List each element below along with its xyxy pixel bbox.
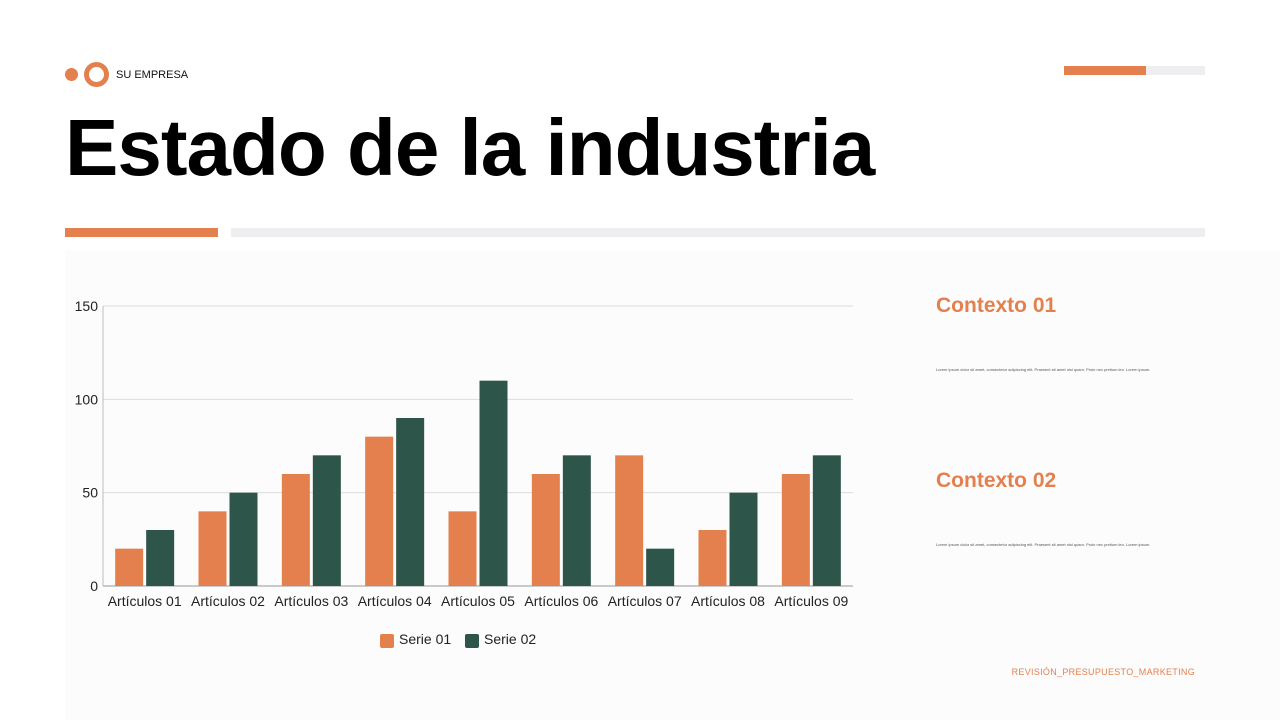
bar-1 bbox=[448, 511, 477, 586]
x-tick-label: Artículos 08 bbox=[691, 593, 765, 609]
x-tick-label: Artículos 02 bbox=[191, 593, 265, 609]
logo-ring-icon bbox=[84, 62, 109, 87]
brand-name: SU EMPRESA bbox=[116, 69, 189, 81]
bar-2 bbox=[479, 380, 508, 586]
bar-1 bbox=[198, 511, 227, 586]
y-tick-label: 150 bbox=[75, 298, 99, 314]
bar-1 bbox=[615, 455, 644, 586]
x-tick-label: Artículos 05 bbox=[441, 593, 515, 609]
y-tick-label: 50 bbox=[82, 485, 98, 501]
bar-1 bbox=[781, 474, 810, 586]
bar-1 bbox=[698, 530, 727, 586]
y-tick-label: 0 bbox=[90, 578, 98, 594]
x-tick-label: Artículos 09 bbox=[774, 593, 848, 609]
y-tick-label: 100 bbox=[75, 391, 99, 407]
context-title-2: Contexto 02 bbox=[936, 469, 1057, 492]
bar-2 bbox=[562, 455, 591, 586]
logo-dot-icon bbox=[65, 68, 78, 81]
legend-label: Serie 01 bbox=[399, 631, 451, 647]
bar-2 bbox=[229, 492, 258, 586]
bar-1 bbox=[115, 548, 144, 586]
bar-2 bbox=[396, 418, 425, 586]
accent-rule bbox=[65, 228, 218, 237]
bar-1 bbox=[365, 436, 394, 586]
bar-1 bbox=[531, 474, 560, 586]
context-title-1: Contexto 01 bbox=[936, 294, 1057, 317]
x-tick-label: Artículos 07 bbox=[608, 593, 682, 609]
context-body-2: Lorem ipsum dolor sit amet, consectetur … bbox=[936, 542, 1151, 547]
legend-label: Serie 02 bbox=[484, 631, 536, 647]
bar-2 bbox=[646, 548, 675, 586]
x-tick-label: Artículos 03 bbox=[274, 593, 348, 609]
divider-rule bbox=[231, 228, 1205, 237]
bar-2 bbox=[312, 455, 341, 586]
progress-decoration bbox=[1064, 66, 1205, 75]
content-panel bbox=[65, 250, 1280, 720]
bar-2 bbox=[729, 492, 758, 586]
x-tick-label: Artículos 06 bbox=[524, 593, 598, 609]
context-body-1: Lorem ipsum dolor sit amet, consectetur … bbox=[936, 367, 1151, 372]
bar-chart: 0 50 100 150 Artículos 01 Artículos 02 Artícul… bbox=[75, 298, 853, 648]
bar-1 bbox=[281, 474, 310, 586]
footer-label: REVISIÓN_PRESUPUESTO_MARKETING bbox=[1011, 667, 1195, 677]
bar-2 bbox=[812, 455, 841, 586]
page-title: Estado de la industria bbox=[65, 103, 875, 192]
x-tick-label: Artículos 01 bbox=[108, 593, 182, 609]
legend-swatch bbox=[380, 634, 394, 648]
bar-2 bbox=[146, 530, 175, 586]
x-tick-label: Artículos 04 bbox=[358, 593, 432, 609]
legend-swatch bbox=[465, 634, 479, 648]
